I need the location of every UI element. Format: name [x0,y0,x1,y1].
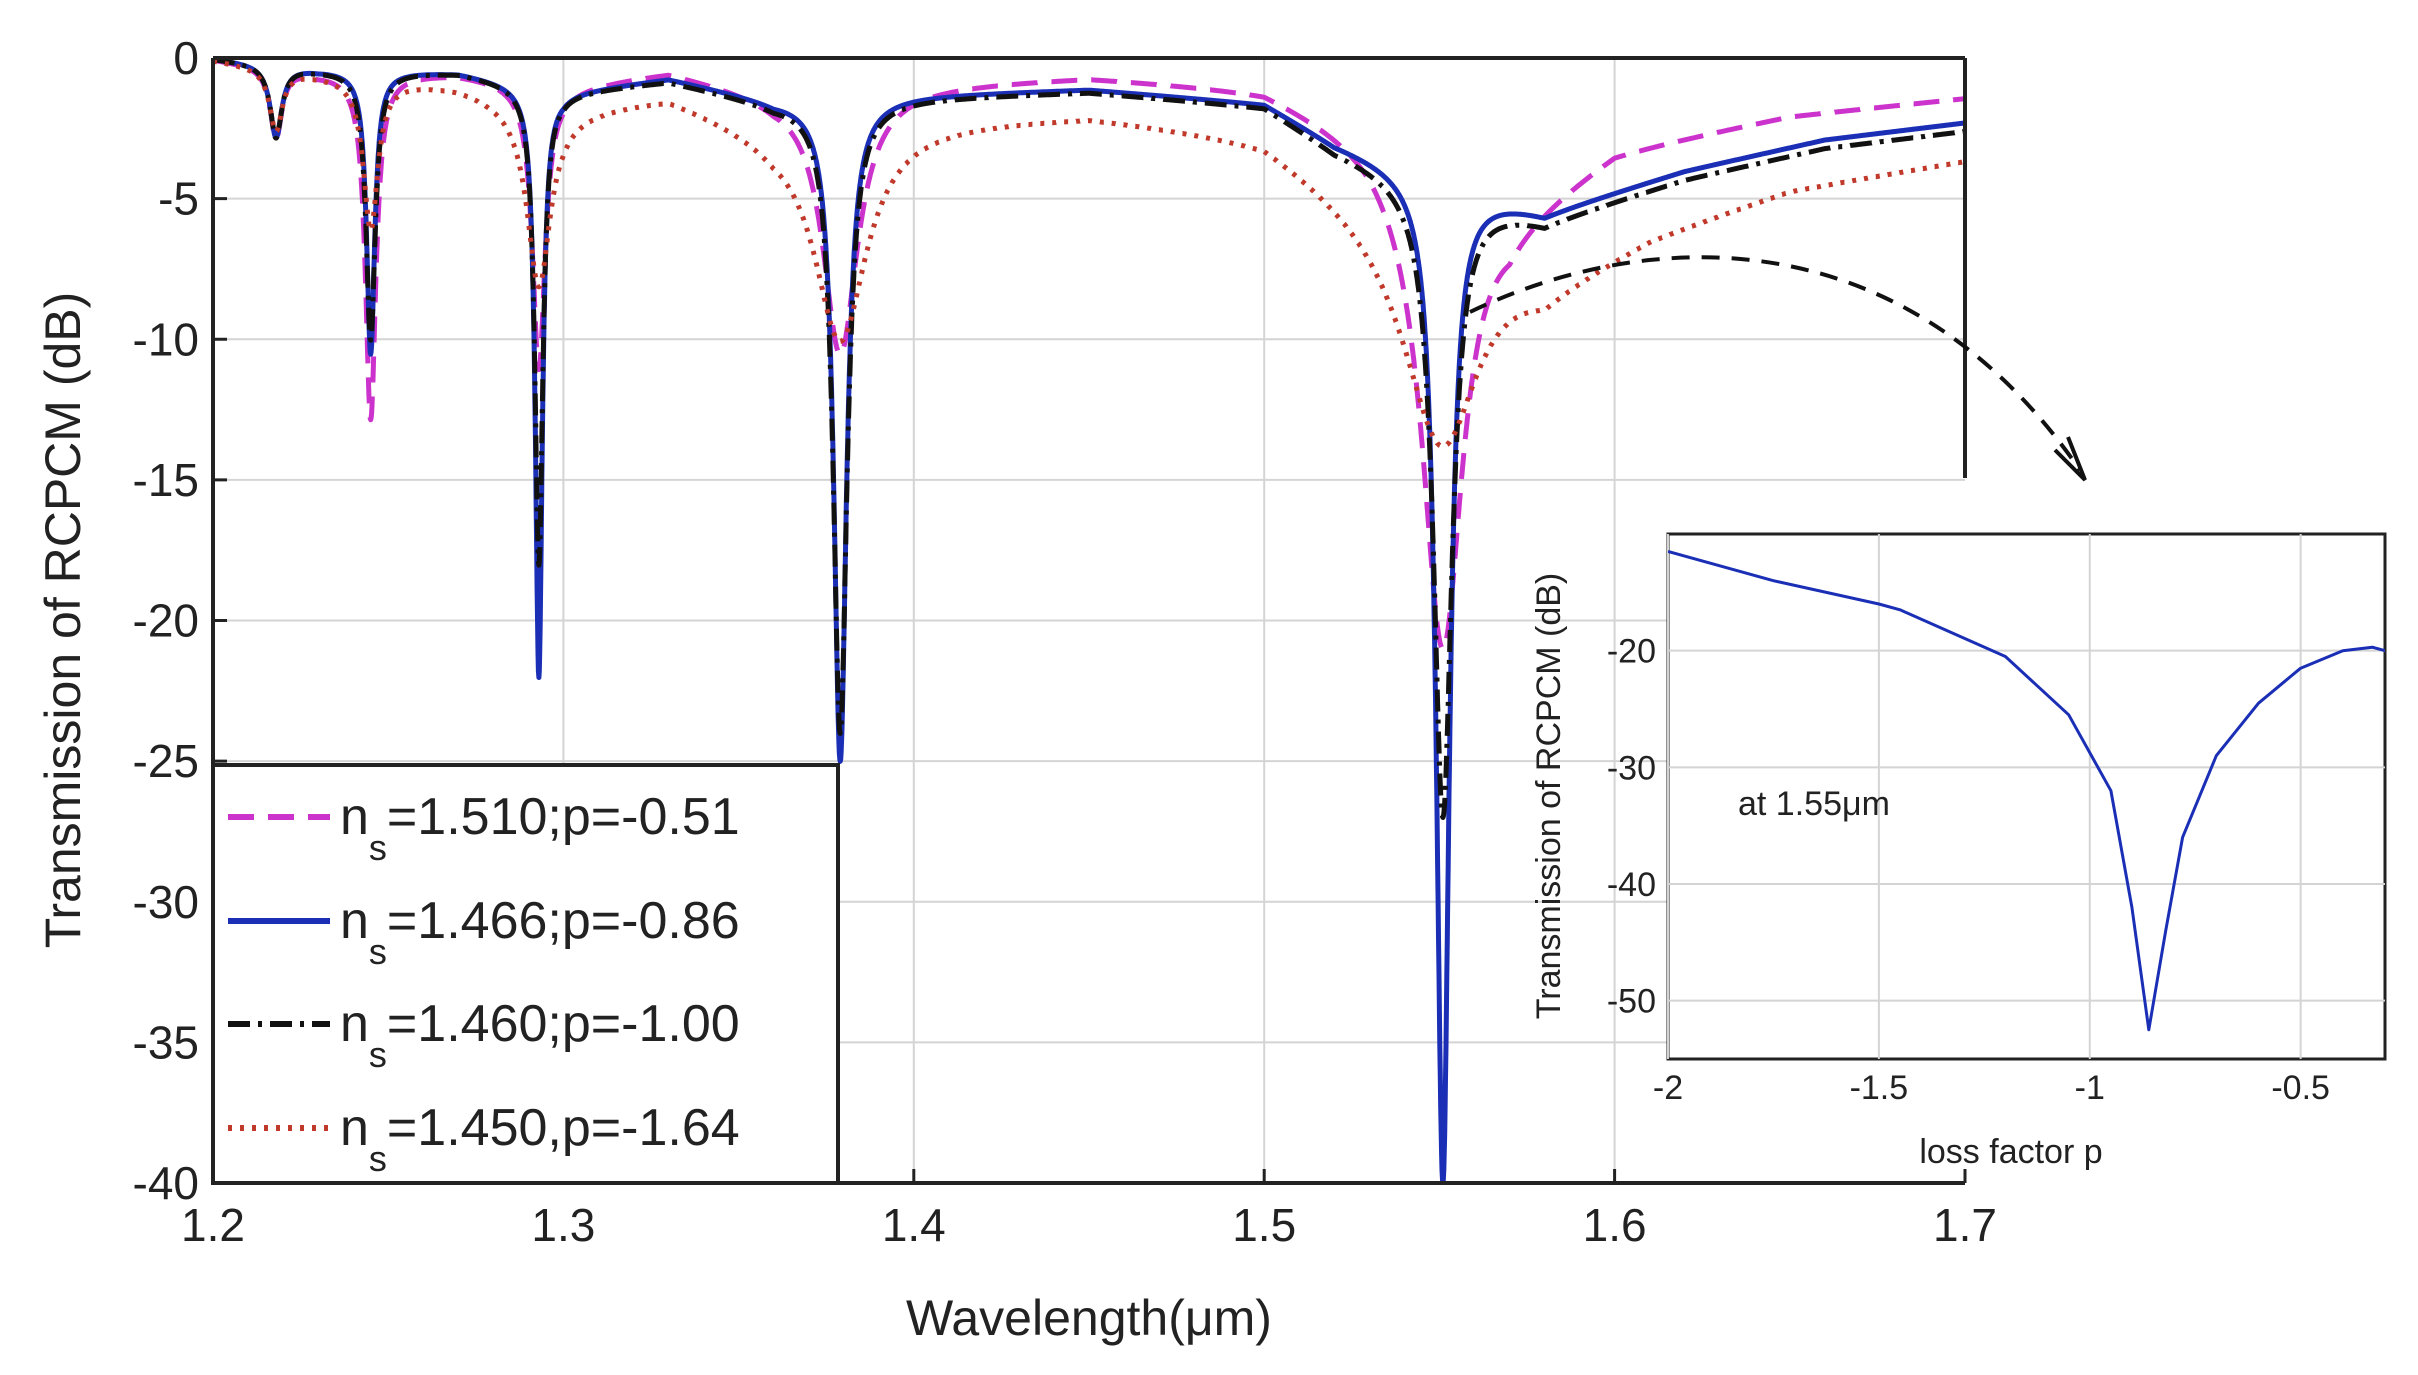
inset-y-tick-label: -30 [1607,749,1656,787]
inset-series-line [1668,550,2385,1032]
inset-x-axis-title: loss factor p [1919,1133,2102,1171]
legend-label-4: ns=1.450,p=-1.64 [340,1099,740,1179]
legend-entry: ns=1.510;p=-0.51 [228,788,740,868]
legend-label-2: ns=1.466;p=-0.86 [340,892,740,972]
main-x-tick-label: 1.7 [1933,1199,1997,1251]
inset-x-tick-label: -1.5 [1850,1069,1909,1107]
inset-x-tick-label: -0.5 [2271,1069,2330,1107]
inset-y-tick-label: -40 [1607,866,1656,904]
inset-y-tick-label: -20 [1607,633,1656,671]
main-x-tick-label: 1.3 [531,1199,595,1251]
main-y-tick-label: -15 [133,454,199,506]
inset-grid [1667,534,2385,1059]
main-x-tick-label: 1.2 [181,1199,245,1251]
main-y-tick-label: -10 [133,313,199,365]
main-y-tick-label: -25 [133,735,199,787]
callout-arrow [1469,255,2087,482]
callout-arrow-curve [1469,255,2082,472]
main-ticks: 1.2 1.3 1.4 1.5 1.6 1.7 0 -5 -10 -15 -20 -25 -30 -35 -… [133,32,1997,1251]
main-y-tick-label: 0 [173,32,199,84]
inset-x-tick-label: -1 [2075,1069,2105,1107]
inset-y-axis-title: Transmission of RCPCM (dB) [1530,573,1568,1019]
callout-arrow-head [2053,436,2087,482]
legend-entry: ns=1.466;p=-0.86 [228,892,740,972]
main-x-tick-label: 1.4 [882,1199,946,1251]
main-x-tick-label: 1.5 [1232,1199,1296,1251]
inset-annotation: at 1.55μm [1738,785,1890,823]
main-x-tick-label: 1.6 [1583,1199,1647,1251]
main-y-tick-label: -35 [133,1016,199,1068]
main-y-tick-label: -40 [133,1157,199,1209]
series-line-4 [213,58,1965,449]
main-y-tick-label: -5 [158,173,199,225]
legend-entry: ns=1.460;p=-1.00 [228,995,740,1075]
series-line-3 [213,58,1965,820]
main-y-axis-title: Transmission of RCPCM (dB) [35,292,91,949]
legend: ns=1.510;p=-0.51 ns=1.466;p=-0.86 ns=1.4… [211,763,840,1185]
legend-entry: ns=1.450,p=-1.64 [228,1099,740,1179]
inset-x-tick-label: -2 [1653,1069,1683,1107]
main-series [213,58,1965,1183]
inset-chart: -2 -1.5 -1 -0.5 -20 -30 -40 -50 at 1.55μm loss … [1530,532,2387,1171]
main-y-tick-label: -30 [133,876,199,928]
inset-series [1668,550,2385,1032]
legend-box [211,763,840,1185]
main-y-tick-label: -20 [133,595,199,647]
series-line-2 [213,58,1965,1183]
inset-plot-background [1666,532,2387,1061]
inset-y-tick-label: -50 [1607,983,1656,1021]
legend-label-3: ns=1.460;p=-1.00 [340,995,740,1075]
main-x-axis-title: Wavelength(μm) [906,1290,1272,1346]
legend-label-1: ns=1.510;p=-0.51 [340,788,740,868]
inset-ticks: -2 -1.5 -1 -0.5 -20 -30 -40 -50 [1607,633,2330,1107]
